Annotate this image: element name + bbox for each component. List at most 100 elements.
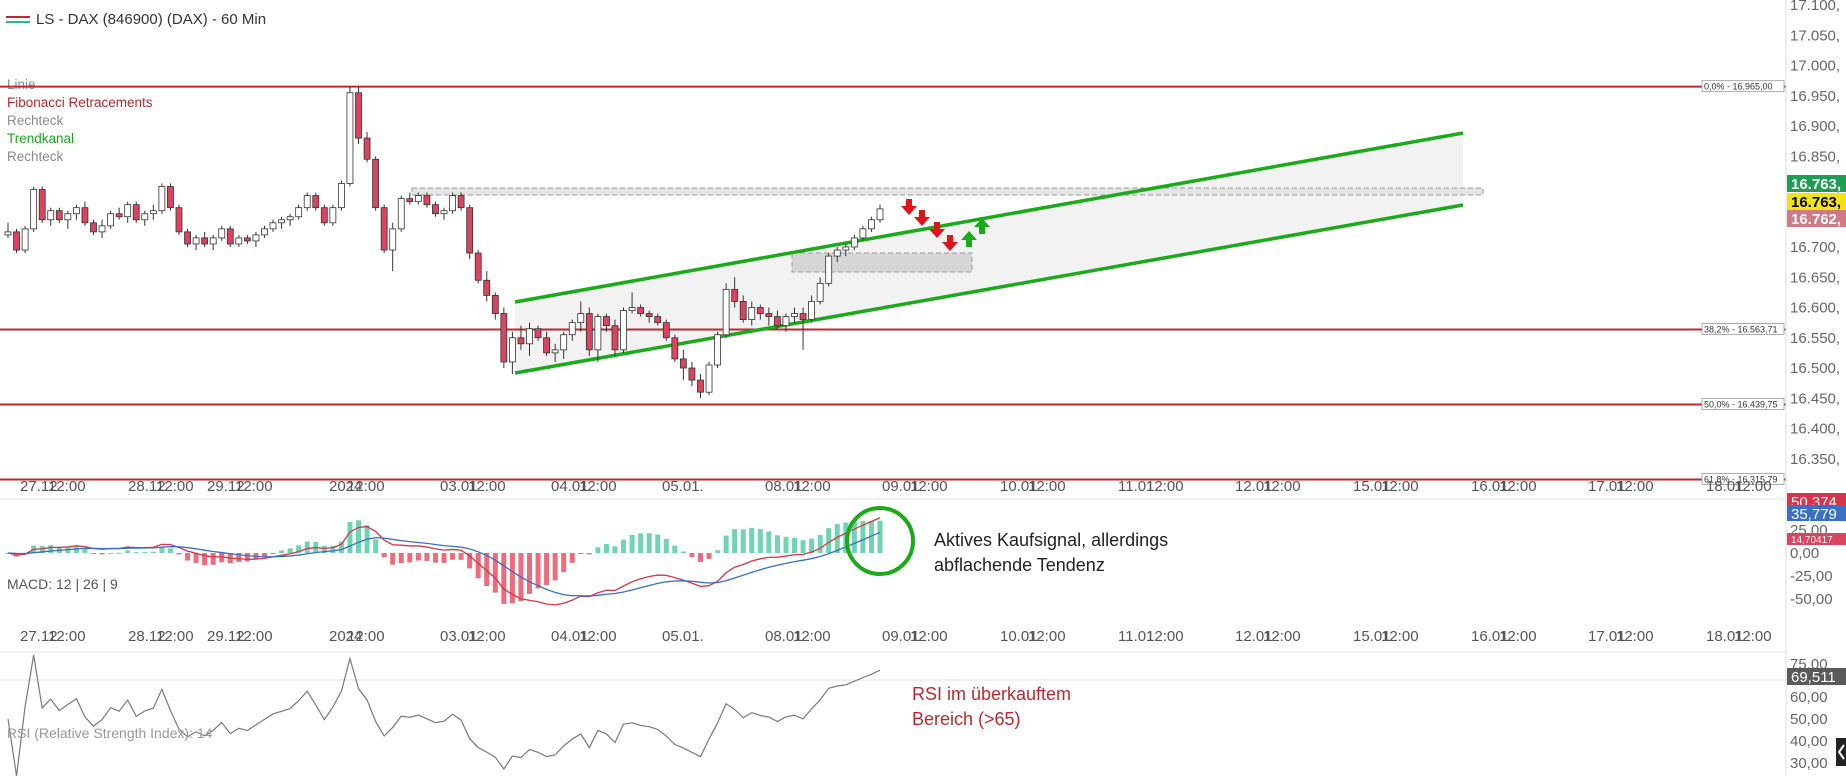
- candle-bear: [13, 231, 20, 251]
- candle-bear: [466, 207, 474, 254]
- rsi-line[interactable]: [7, 655, 881, 776]
- macd-histogram-bar: [535, 553, 541, 589]
- candle-bull: [346, 92, 354, 184]
- chart-title[interactable]: LS - DAX (846900) (DAX) - 60 Min: [36, 11, 266, 28]
- price-axis-tick: 16.650,: [1790, 269, 1840, 286]
- macd-pane: 25,000,00-25,00-50,0050,37435,77914,7041…: [5, 493, 1846, 608]
- candle-bear: [457, 195, 465, 209]
- price-badge-bg: [1787, 210, 1846, 227]
- macd-histogram-bar: [244, 553, 250, 562]
- candle-bull: [98, 225, 106, 233]
- time-axis-label: 12:00: [1028, 628, 1066, 645]
- macd-histogram-bar: [458, 553, 464, 560]
- time-axis-label: 04.01: [551, 628, 589, 645]
- macd-histogram-bar: [569, 553, 575, 563]
- drawing-legend: Linie Fibonacci Retracements Rechteck Tr…: [7, 77, 153, 164]
- candle-bull: [782, 316, 790, 327]
- legend-item-linie[interactable]: Linie: [7, 77, 36, 92]
- arrow-up-icon: [961, 231, 977, 247]
- price-axis[interactable]: 17.100, 17.050, 17.000, 16.950, 16.900, 16.85…: [1787, 0, 1846, 468]
- legend-item-rechteck[interactable]: Rechteck: [7, 113, 64, 128]
- candle-bear: [611, 325, 619, 351]
- candle-bull: [808, 301, 816, 321]
- time-axis-label: 09.01: [882, 628, 920, 645]
- time-axis-label: 12:00: [1616, 628, 1654, 645]
- macd-histogram-bar: [467, 553, 473, 569]
- time-axis-label: 12:00: [579, 628, 617, 645]
- candle-bull: [389, 228, 397, 251]
- macd-histogram-bar: [48, 545, 54, 553]
- arrow-down-icon: [914, 210, 930, 226]
- macd-axis-tick: -50,00: [1790, 591, 1833, 608]
- candle-bull: [825, 255, 833, 284]
- rsi-label[interactable]: RSI (Relative Strength Index): 14: [7, 725, 213, 741]
- price-axis-tick: 16.550,: [1790, 330, 1840, 347]
- macd-histogram-bar: [219, 553, 225, 563]
- candle-bull: [338, 183, 345, 209]
- arrow-up-icon: [974, 218, 990, 234]
- time-axis-label: 03.01: [440, 478, 478, 495]
- candle-bull: [21, 228, 29, 251]
- time-axis-label: 12:00: [579, 478, 617, 495]
- time-axis-label: 18.01: [1706, 478, 1744, 495]
- support-rectangle[interactable]: [791, 252, 973, 273]
- time-axis-label: 12:00: [1734, 478, 1772, 495]
- macd-label[interactable]: MACD: 12 | 26 | 9: [7, 576, 118, 592]
- macd-histogram-bar: [586, 553, 592, 555]
- price-axis-tick: 17.100,: [1790, 0, 1840, 14]
- macd-histogram-bar: [561, 553, 567, 573]
- time-axis-label: 08.01: [765, 478, 803, 495]
- legend-item-rechteck-2[interactable]: Rechteck: [7, 149, 64, 164]
- candle-bear: [483, 279, 491, 296]
- resistance-rectangle[interactable]: [411, 187, 1484, 196]
- time-axis-label: 11.01: [1118, 628, 1154, 645]
- channel-upper-line[interactable]: [514, 131, 1464, 304]
- time-axis-label: 28.12: [128, 628, 166, 645]
- macd-histogram-bar: [638, 533, 644, 553]
- candle-bear: [543, 337, 550, 354]
- signal-line[interactable]: [7, 531, 881, 597]
- time-axis-label: 2024: [329, 478, 362, 495]
- macd-histogram-bar: [202, 553, 208, 566]
- macd-histogram-bar: [578, 553, 584, 554]
- price-axis-tick: 16.900,: [1790, 118, 1840, 135]
- macd-histogram-bar: [321, 545, 327, 553]
- candle-bear: [671, 337, 679, 360]
- candle-bull: [594, 316, 602, 351]
- candle-bear: [474, 252, 482, 281]
- legend-item-trendkanal[interactable]: Trendkanal: [7, 131, 74, 146]
- time-axis-label: 27.12: [20, 628, 58, 645]
- macd-histogram-bar: [150, 551, 156, 553]
- trend-channel-fill: [515, 133, 1463, 373]
- macd-histogram-bar: [441, 553, 447, 563]
- candle-bear: [355, 92, 362, 139]
- candle-bull: [560, 334, 568, 351]
- candle-bear: [175, 207, 183, 233]
- time-axis-label: 18.01: [1706, 628, 1744, 645]
- fibonacci-lines: 0,0% - 16.965,00 38,2% - 16.563,71 50,0% -…: [0, 80, 1786, 485]
- candle-bear: [90, 222, 97, 233]
- candle-bull: [440, 210, 448, 215]
- macd-histogram-bar: [261, 553, 267, 557]
- price-badge-bg: [1787, 175, 1846, 192]
- macd-axis-tick: -25,00: [1790, 568, 1833, 585]
- macd-histogram-bar: [330, 545, 336, 553]
- time-axis-label: 04.01: [551, 478, 589, 495]
- candle-bear: [603, 316, 610, 327]
- panel-toggle[interactable]: [1836, 738, 1846, 766]
- macd-histogram-bar: [603, 544, 609, 553]
- candle-bull: [850, 237, 858, 248]
- macd-histogram-bar: [629, 534, 635, 553]
- candle-bear: [756, 307, 764, 314]
- time-axis-label: 17.01: [1588, 628, 1626, 645]
- legend-item-fibonacci[interactable]: Fibonacci Retracements: [7, 95, 153, 110]
- time-axis-label: 12:00: [156, 628, 194, 645]
- macd-histogram-bar: [697, 553, 703, 563]
- macd-histogram-bar: [381, 553, 387, 558]
- macd-histogram-bar: [492, 553, 498, 593]
- macd-histogram-bar: [475, 553, 481, 579]
- macd-histogram-bar: [552, 553, 558, 581]
- macd-histogram-bar: [108, 552, 114, 554]
- rsi-annotation-line2: Bereich (>65): [912, 709, 1021, 729]
